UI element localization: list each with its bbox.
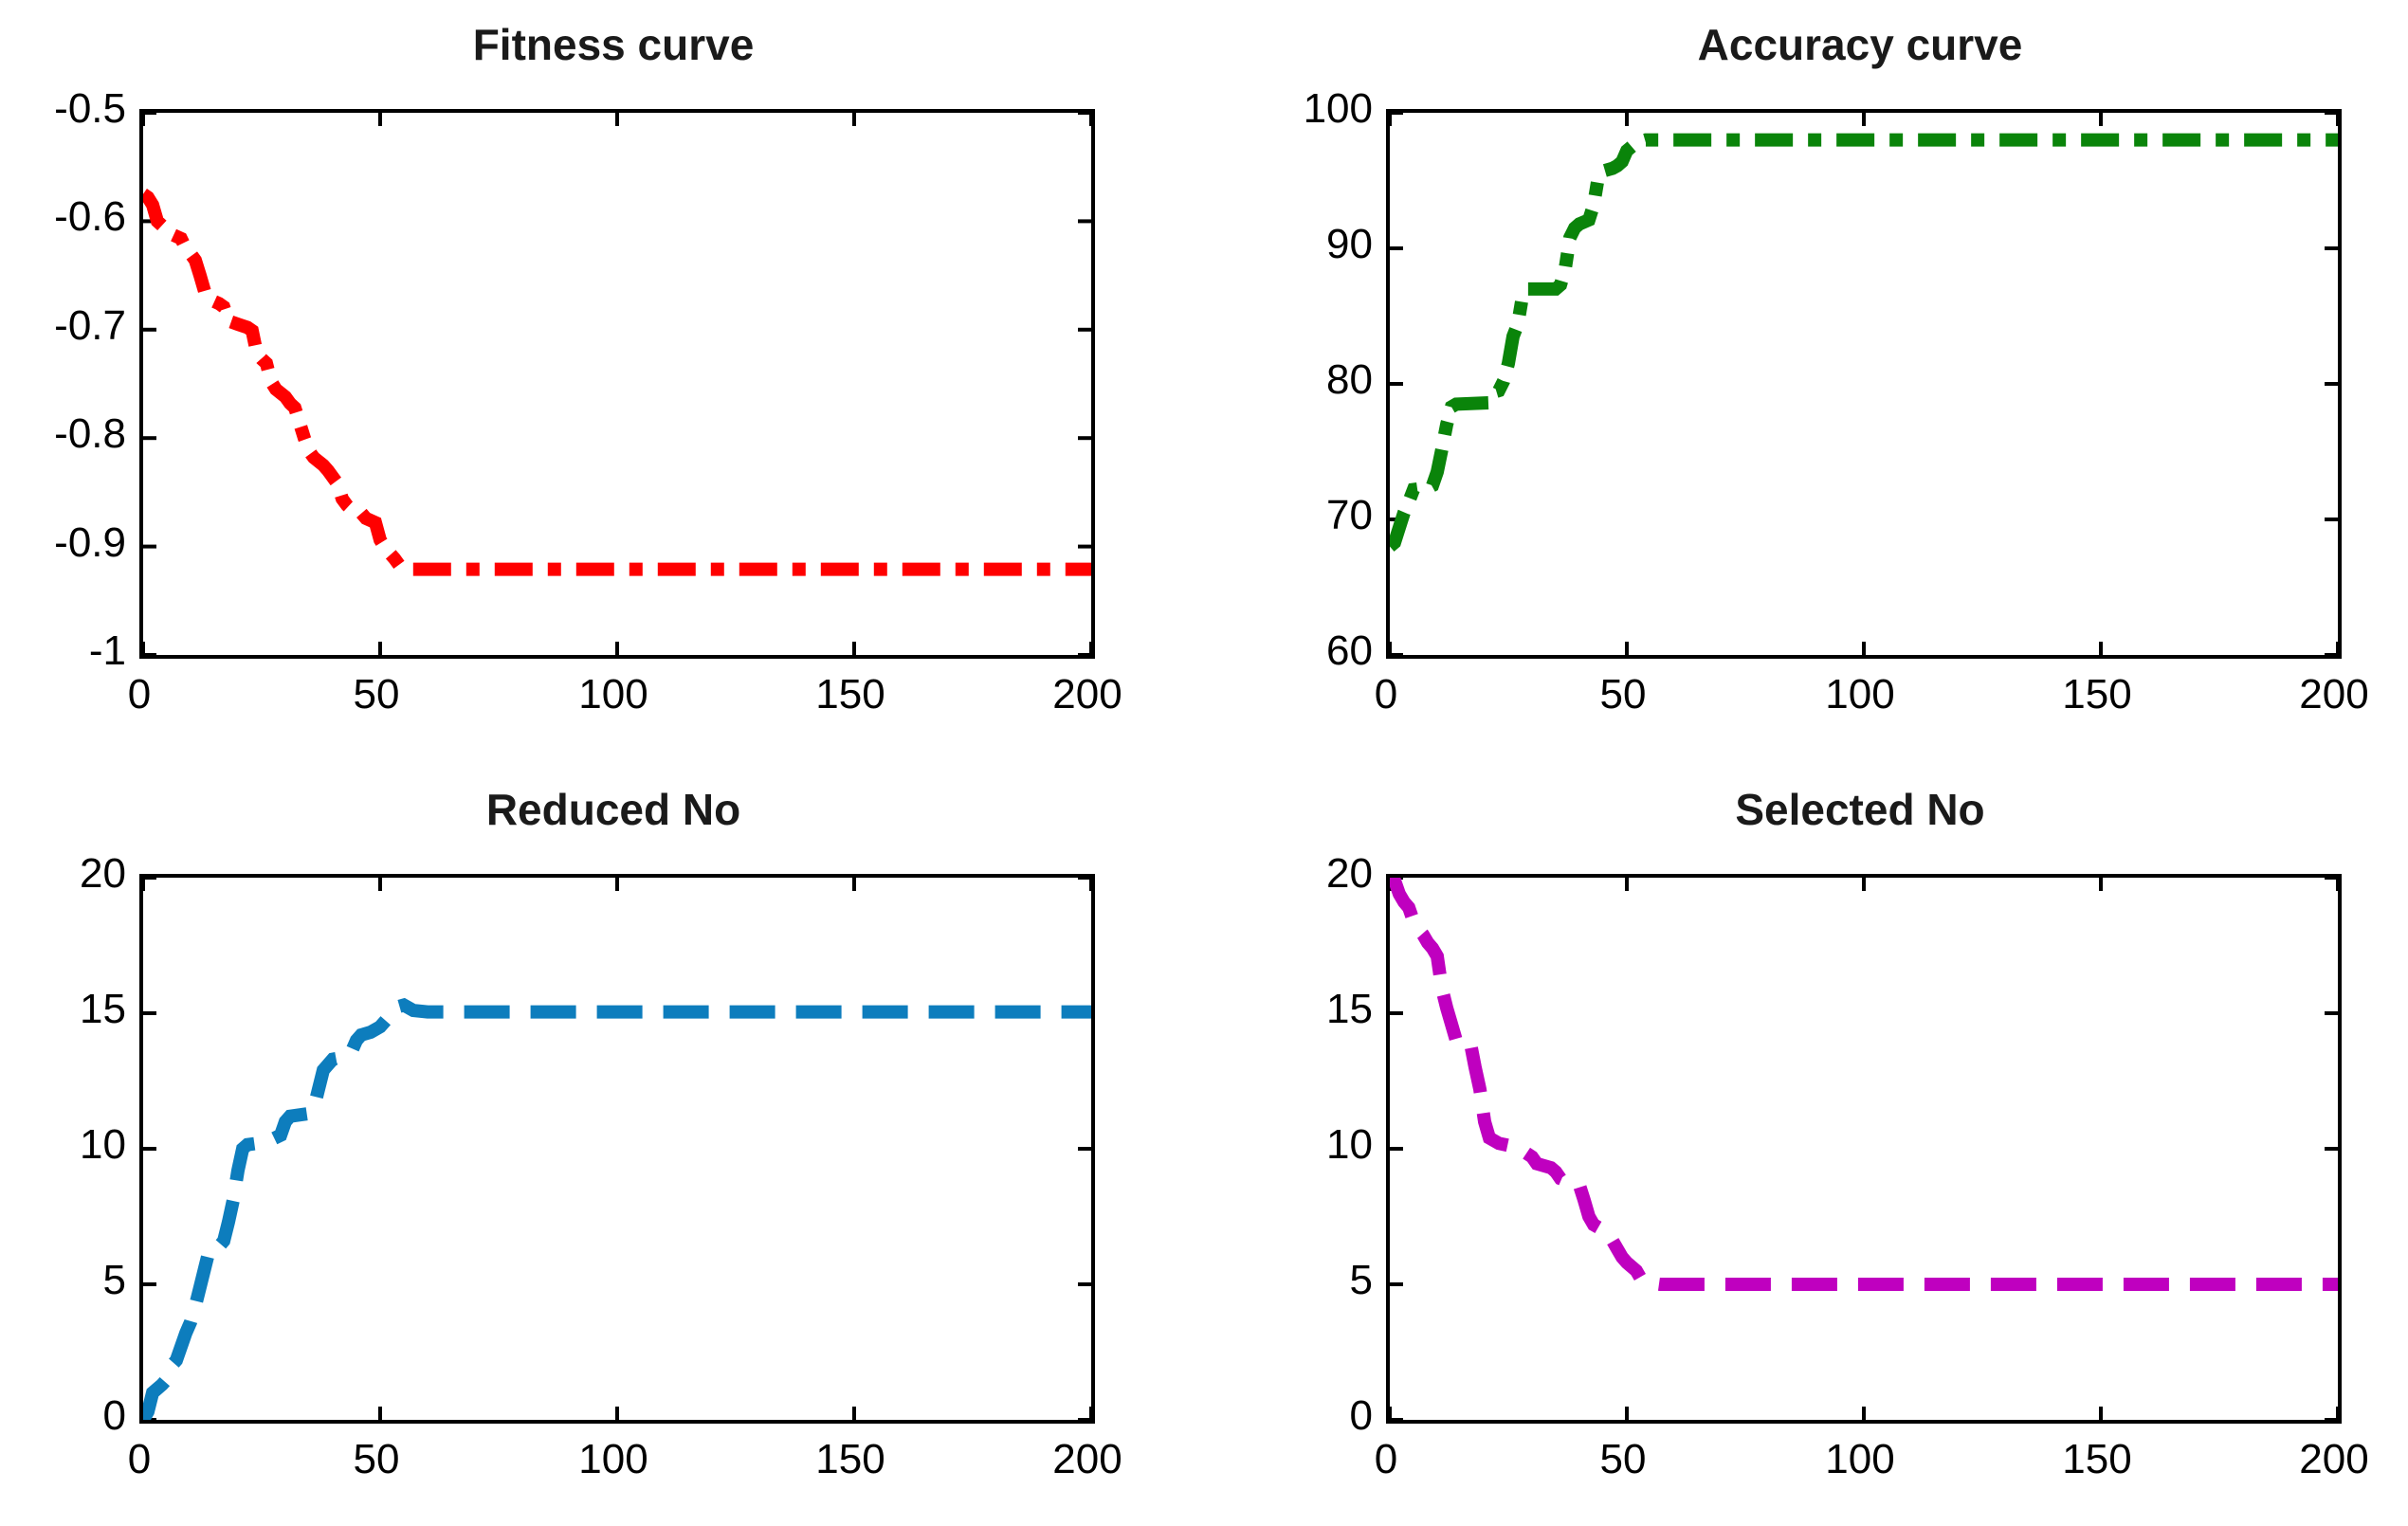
y-tick-label: -0.9 (54, 518, 126, 566)
accuracy-series (1390, 133, 2338, 552)
y-tick-label: -1 (88, 627, 126, 674)
y-tick-label: 5 (102, 1257, 126, 1303)
x-tick-label: 50 (353, 1436, 400, 1482)
y-tick-label: 15 (1326, 986, 1373, 1032)
y-tick-label: -0.6 (54, 193, 126, 241)
plot-area (139, 874, 1095, 1424)
chart-title: Selected No (1735, 785, 1985, 834)
reduced-no-series (143, 997, 1091, 1420)
x-tick-label: 200 (2299, 671, 2369, 718)
chart-title: Reduced No (485, 785, 741, 834)
y-tick-label: 0 (102, 1392, 126, 1439)
selected-no-plot-svg (1390, 878, 2338, 1420)
x-tick-label: 200 (1052, 1436, 1122, 1482)
y-tick-label: -0.7 (54, 301, 126, 349)
x-tick-label: 150 (2062, 671, 2132, 718)
y-tick-label: 10 (80, 1121, 126, 1168)
x-tick-label: 200 (1052, 671, 1122, 718)
x-tick-label: 50 (1599, 671, 1647, 718)
x-tick-label: 50 (353, 671, 400, 718)
y-tick-label: 15 (80, 986, 126, 1032)
x-tick-label: 100 (1825, 671, 1895, 718)
x-tick-label: 150 (815, 1436, 885, 1482)
y-tick-label: 80 (1326, 356, 1373, 403)
y-tick-label: 10 (1326, 1121, 1373, 1168)
subplot-fitness-curve: Fitness curve -0.5 -0.6 -0.7 -0.8 -0.9 -1 0 50 1… (0, 0, 1204, 763)
subplot-accuracy-curve: Accuracy curve 100 90 80 70 60 0 50 100 150 200 (1204, 0, 2408, 763)
x-tick-label: 0 (1374, 1436, 1398, 1482)
y-tick-label: 70 (1326, 492, 1373, 538)
y-tick-label: 5 (1349, 1257, 1373, 1303)
subplot-reduced-no: Reduced No 20 15 10 5 0 0 50 100 150 200 (0, 763, 1204, 1526)
plot-area (139, 109, 1095, 659)
reduced-no-plot-svg (143, 878, 1091, 1420)
y-tick-label: 20 (1326, 850, 1373, 897)
chart-title: Fitness curve (472, 20, 755, 69)
y-tick-label: 0 (1349, 1392, 1373, 1439)
x-tick-label: 150 (2062, 1436, 2132, 1482)
chart-title: Accuracy curve (1697, 20, 2023, 69)
fitness-series (143, 189, 1091, 576)
x-tick-label: 50 (1599, 1436, 1647, 1482)
x-tick-label: 150 (815, 671, 885, 718)
x-tick-label: 100 (1825, 1436, 1895, 1482)
y-tick-label: 20 (80, 850, 126, 897)
x-tick-label: 100 (578, 1436, 648, 1482)
selected-no-series (1390, 878, 2338, 1291)
y-tick-label: 90 (1326, 221, 1373, 267)
x-tick-label: 100 (578, 671, 648, 718)
x-tick-label: 0 (127, 1436, 152, 1482)
y-tick-label: -0.5 (54, 85, 126, 132)
y-tick-label: -0.8 (54, 410, 126, 458)
y-tick-label: 60 (1326, 627, 1373, 674)
plot-area (1386, 874, 2342, 1424)
y-tick-label: 100 (1303, 85, 1373, 132)
x-tick-label: 0 (1374, 671, 1398, 718)
x-tick-label: 0 (127, 671, 152, 718)
x-tick-label: 200 (2299, 1436, 2369, 1482)
fitness-plot-svg (143, 113, 1091, 655)
accuracy-plot-svg (1390, 113, 2338, 655)
subplot-selected-no: Selected No 20 15 10 5 0 0 50 100 150 200 (1204, 763, 2408, 1526)
plot-area (1386, 109, 2342, 659)
